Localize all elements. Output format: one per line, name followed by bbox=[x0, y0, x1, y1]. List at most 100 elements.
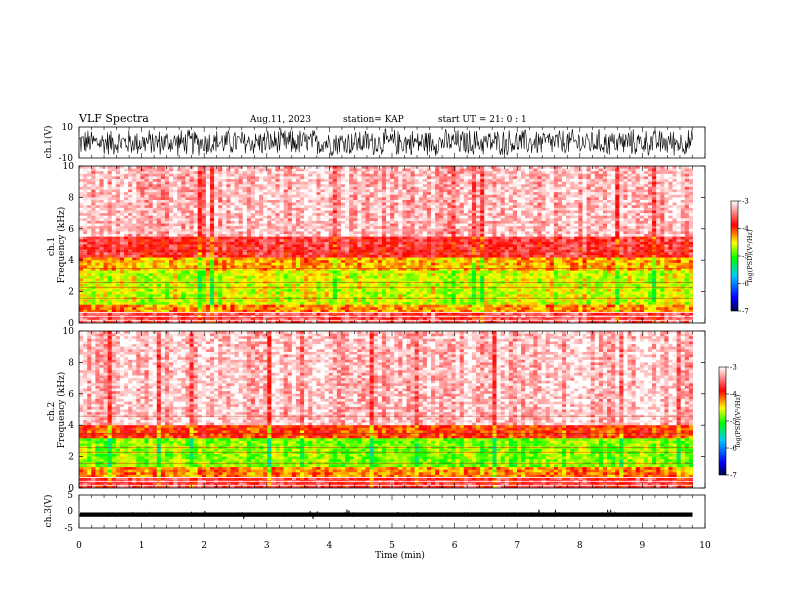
spectrogram-cell bbox=[676, 166, 682, 169]
spectrogram-cell bbox=[185, 173, 190, 177]
spectrogram-cell bbox=[381, 220, 387, 224]
spectrogram-cell bbox=[602, 231, 608, 235]
spectrogram-cell bbox=[562, 184, 567, 188]
spectrogram-cell bbox=[271, 184, 276, 188]
spectrogram-cell bbox=[201, 194, 207, 198]
spectrogram-cell bbox=[99, 181, 104, 185]
spectrogram-cell bbox=[619, 241, 624, 245]
spectrogram-cell bbox=[537, 213, 542, 217]
spectrogram-cell bbox=[492, 194, 497, 198]
spectrogram-cell bbox=[336, 166, 342, 169]
spectrogram-cell bbox=[656, 205, 661, 209]
spectrogram-cell bbox=[553, 218, 559, 222]
spectrogram-cell bbox=[177, 200, 182, 203]
spectrogram-cell bbox=[336, 228, 342, 232]
spectrogram-cell bbox=[193, 241, 198, 245]
spectrogram-cell bbox=[611, 166, 616, 169]
spectrogram-cell bbox=[688, 202, 693, 206]
spectrogram-cell bbox=[328, 247, 334, 251]
spectrogram-cell bbox=[328, 197, 334, 201]
spectrogram-cell bbox=[185, 239, 190, 243]
spectrogram-cell bbox=[226, 244, 231, 248]
spectrogram-cell bbox=[107, 234, 113, 237]
spectrogram-cell bbox=[578, 241, 583, 245]
spectrogram-cell bbox=[607, 189, 612, 193]
spectrogram-cell bbox=[349, 223, 354, 227]
spectrogram-cell bbox=[365, 226, 370, 230]
spectrogram-cell bbox=[136, 197, 141, 201]
spectrogram-cell bbox=[504, 226, 510, 230]
spectrogram-cell bbox=[688, 215, 693, 219]
spectrogram-cell bbox=[463, 213, 469, 217]
spectrogram-cell bbox=[426, 181, 432, 185]
spectrogram-cell bbox=[246, 186, 252, 190]
spectrogram-cell bbox=[205, 194, 211, 198]
spectrogram-cell bbox=[115, 223, 121, 227]
spectrogram-cell bbox=[656, 241, 661, 245]
spectrogram-cell bbox=[197, 231, 203, 235]
spectrogram-cell bbox=[471, 215, 477, 219]
spectrogram-cell bbox=[140, 194, 145, 198]
spectrogram-cell bbox=[578, 173, 583, 177]
spectrogram-cell bbox=[586, 168, 591, 172]
spectrogram-cell bbox=[680, 202, 686, 206]
spectrogram-cell bbox=[500, 197, 505, 201]
spectrogram-cell bbox=[148, 173, 153, 177]
spectrogram-cell bbox=[594, 186, 600, 190]
spectrogram-cell bbox=[124, 176, 129, 180]
spectrogram-cell bbox=[349, 207, 354, 211]
spectrogram-cell bbox=[459, 215, 465, 219]
spectrogram-cell bbox=[177, 228, 182, 232]
spectrogram-cell bbox=[312, 226, 317, 230]
spectrogram-cell bbox=[283, 228, 289, 232]
spectrogram-cell bbox=[394, 236, 399, 240]
spectrogram-cell bbox=[83, 244, 88, 248]
spectrogram-cell bbox=[267, 231, 272, 235]
spectrogram-cell bbox=[181, 171, 186, 175]
spectrogram-cell bbox=[324, 176, 329, 180]
spectrogram-cell bbox=[340, 179, 346, 182]
spectrogram-cell bbox=[639, 189, 645, 193]
spectrogram-cell bbox=[607, 226, 612, 230]
spectrogram-cell bbox=[439, 234, 444, 237]
spectrogram-cell bbox=[435, 184, 440, 188]
spectrogram-cell bbox=[480, 215, 485, 219]
spectrogram-cell bbox=[574, 234, 579, 237]
spectrogram-cell bbox=[255, 239, 260, 243]
spectrogram-cell bbox=[349, 239, 354, 243]
spectrogram-cell bbox=[115, 231, 121, 235]
spectrogram-cell bbox=[263, 213, 268, 217]
spectrogram-cell bbox=[308, 231, 313, 235]
spectrogram-cell bbox=[332, 239, 338, 243]
spectrogram-cell bbox=[410, 215, 415, 219]
spectrogram-cell bbox=[688, 228, 693, 232]
spectrogram-cell bbox=[451, 207, 456, 211]
spectrogram-cell bbox=[144, 210, 149, 214]
spectrogram-cell bbox=[181, 226, 186, 230]
spectrogram-cell bbox=[181, 247, 186, 251]
spectrogram-cell bbox=[476, 218, 481, 222]
spectrogram-cell bbox=[631, 244, 636, 248]
spectrogram-cell bbox=[398, 223, 403, 227]
spectrogram-cell bbox=[394, 181, 399, 185]
spectrogram-cell bbox=[598, 202, 604, 206]
spectrogram-cell bbox=[349, 192, 354, 196]
spectrogram-cell bbox=[431, 171, 436, 175]
spectrogram-cell bbox=[246, 176, 252, 180]
spectrogram-cell bbox=[500, 228, 505, 232]
spectrogram-cell bbox=[410, 239, 415, 243]
spectrogram-cell bbox=[369, 231, 375, 235]
spectrogram-cell bbox=[181, 241, 186, 245]
spectrogram-cell bbox=[246, 205, 252, 209]
spectrogram-cell bbox=[271, 213, 276, 217]
spectrogram-cell bbox=[635, 231, 641, 235]
spectrogram-cell bbox=[173, 223, 178, 227]
spectrogram-cell bbox=[357, 215, 362, 219]
spectrogram-cell bbox=[525, 241, 530, 245]
spectrogram-cell bbox=[218, 228, 223, 232]
spectrogram-cell bbox=[345, 207, 350, 211]
spectrogram-cell bbox=[91, 200, 96, 203]
spectrogram-cell bbox=[418, 234, 424, 237]
spectrogram-cell bbox=[647, 215, 653, 219]
spectrogram-cell bbox=[398, 176, 403, 180]
